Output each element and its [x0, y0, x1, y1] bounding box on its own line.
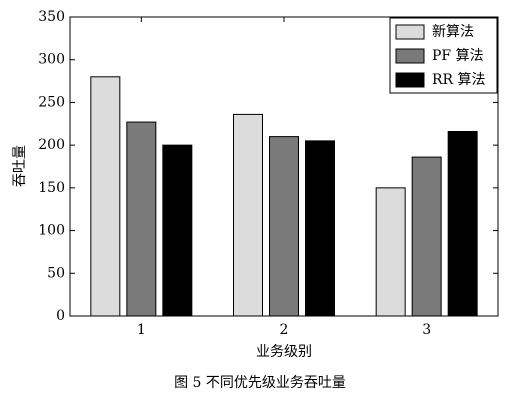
y-tick-label: 200: [38, 137, 65, 153]
bar: [233, 113, 263, 317]
y-tick-label: 350: [38, 9, 65, 25]
y-tick-label: 250: [38, 94, 65, 110]
bar: [269, 136, 299, 317]
bar: [126, 121, 157, 317]
y-tick-label: 0: [56, 308, 65, 324]
y-tick-label: 300: [38, 52, 65, 68]
x-tick-label: 1: [137, 322, 146, 338]
y-tick-label: 150: [38, 180, 65, 196]
legend-label: RR 算法: [432, 72, 486, 88]
caption: 图 5 不同优先级业务吞吐量: [174, 375, 346, 391]
y-tick-label: 100: [38, 223, 65, 239]
bar: [162, 144, 193, 317]
y-axis-label: 吞吐量: [12, 145, 28, 187]
bar: [447, 130, 478, 317]
legend-label: PF 算法: [432, 48, 484, 64]
bar: [305, 140, 335, 317]
bar: [411, 156, 442, 317]
bar: [375, 187, 406, 317]
legend-swatch: [395, 48, 425, 64]
x-tick-label: 3: [422, 322, 431, 338]
x-tick-label: 2: [280, 322, 289, 338]
bar: [90, 76, 121, 317]
legend-swatch: [395, 72, 425, 88]
y-tick-label: 50: [47, 265, 65, 281]
legend-swatch: [395, 24, 425, 40]
x-axis-label: 业务级别: [256, 344, 312, 360]
plot-frame: [69, 16, 499, 317]
legend-label: 新算法: [432, 24, 474, 40]
